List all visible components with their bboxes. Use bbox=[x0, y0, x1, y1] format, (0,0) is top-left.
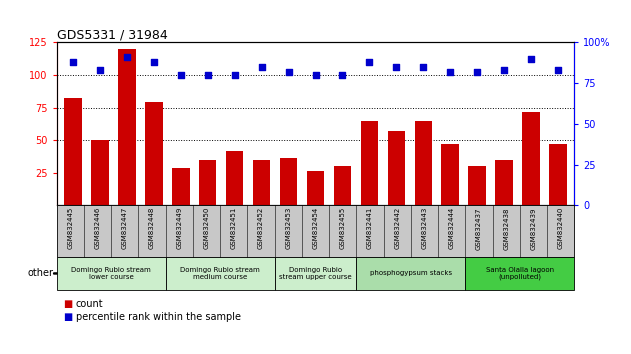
Point bbox=[499, 67, 509, 73]
Bar bbox=[280, 159, 297, 205]
Point bbox=[391, 64, 401, 70]
Bar bbox=[495, 160, 513, 205]
Text: GSM832454: GSM832454 bbox=[312, 207, 319, 249]
Point bbox=[553, 67, 563, 73]
Text: GSM832446: GSM832446 bbox=[95, 207, 100, 250]
Text: GSM832453: GSM832453 bbox=[285, 207, 292, 250]
Point bbox=[122, 54, 132, 60]
Point bbox=[230, 72, 240, 78]
Bar bbox=[253, 160, 270, 205]
Text: GSM832437: GSM832437 bbox=[476, 207, 482, 250]
Text: GSM832447: GSM832447 bbox=[122, 207, 128, 250]
Point bbox=[364, 59, 374, 65]
Bar bbox=[226, 150, 244, 205]
Point bbox=[310, 72, 321, 78]
Bar bbox=[549, 144, 567, 205]
Text: GDS5331 / 31984: GDS5331 / 31984 bbox=[57, 28, 168, 41]
Point bbox=[175, 72, 186, 78]
Point bbox=[472, 69, 482, 75]
Text: GSM832440: GSM832440 bbox=[558, 207, 563, 250]
Text: GSM832439: GSM832439 bbox=[531, 207, 536, 250]
Point bbox=[526, 56, 536, 62]
Text: other: other bbox=[28, 268, 54, 279]
Text: GSM832444: GSM832444 bbox=[449, 207, 455, 249]
Text: GSM832445: GSM832445 bbox=[68, 207, 73, 249]
Bar bbox=[145, 102, 163, 205]
Text: Domingo Rubio stream
medium course: Domingo Rubio stream medium course bbox=[180, 267, 260, 280]
Text: count: count bbox=[76, 299, 103, 309]
Bar bbox=[522, 112, 540, 205]
Bar bbox=[91, 140, 109, 205]
Point bbox=[95, 67, 105, 73]
Text: GSM832452: GSM832452 bbox=[258, 207, 264, 249]
Text: GSM832451: GSM832451 bbox=[231, 207, 237, 250]
Text: GSM832438: GSM832438 bbox=[503, 207, 509, 250]
Text: percentile rank within the sample: percentile rank within the sample bbox=[76, 312, 240, 322]
Bar bbox=[387, 131, 405, 205]
Point bbox=[283, 69, 293, 75]
Point bbox=[68, 59, 78, 65]
Text: phosphogypsum stacks: phosphogypsum stacks bbox=[370, 270, 452, 276]
Text: Domingo Rubio stream
lower course: Domingo Rubio stream lower course bbox=[71, 267, 151, 280]
Point bbox=[257, 64, 267, 70]
Point bbox=[338, 72, 348, 78]
Bar bbox=[172, 167, 189, 205]
Text: Domingo Rubio
stream upper course: Domingo Rubio stream upper course bbox=[279, 267, 352, 280]
Point bbox=[418, 64, 428, 70]
Text: GSM832448: GSM832448 bbox=[149, 207, 155, 250]
Point bbox=[203, 72, 213, 78]
Point bbox=[445, 69, 456, 75]
Point bbox=[149, 59, 159, 65]
Bar bbox=[118, 49, 136, 205]
Text: GSM832442: GSM832442 bbox=[394, 207, 400, 249]
Bar bbox=[468, 166, 486, 205]
Text: GSM832449: GSM832449 bbox=[176, 207, 182, 250]
Bar bbox=[334, 166, 351, 205]
Text: GSM832455: GSM832455 bbox=[339, 207, 346, 249]
Bar bbox=[442, 144, 459, 205]
Bar bbox=[199, 160, 216, 205]
Text: GSM832443: GSM832443 bbox=[422, 207, 427, 250]
Bar bbox=[64, 98, 82, 205]
Text: GSM832450: GSM832450 bbox=[204, 207, 209, 250]
Bar bbox=[361, 121, 378, 205]
Text: Santa Olalla lagoon
(unpolluted): Santa Olalla lagoon (unpolluted) bbox=[486, 267, 554, 280]
Bar bbox=[307, 171, 324, 205]
Text: GSM832441: GSM832441 bbox=[367, 207, 373, 250]
Text: ■: ■ bbox=[63, 299, 73, 309]
Bar bbox=[415, 121, 432, 205]
Text: ■: ■ bbox=[63, 312, 73, 322]
